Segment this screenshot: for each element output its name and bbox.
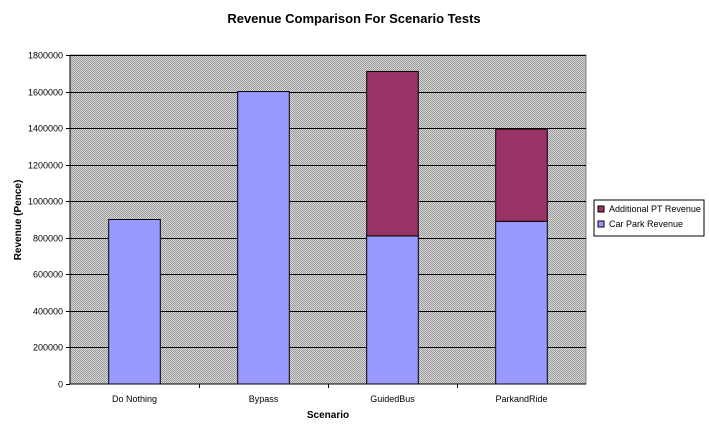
y-tick-label: 800000 (33, 234, 63, 244)
y-tick-label: 1000000 (28, 197, 63, 207)
y-axis-ticks: 0 200000 400000 600000 800000 1000000 1200000 1… (28, 51, 70, 390)
x-axis-title: Scenario (307, 410, 349, 421)
legend-swatch (597, 205, 605, 213)
bars (108, 70, 548, 385)
bar-car-park-parkandride (495, 220, 548, 385)
x-tick-label: Do Nothing (112, 394, 157, 404)
legend: Additional PT Revenue Car Park Revenue (593, 199, 705, 237)
y-tick-label: 1600000 (28, 88, 63, 98)
bar-car-park-guidedbus (366, 235, 419, 385)
x-tick-label: Bypass (249, 394, 279, 404)
bar-car-park-bypass (237, 91, 290, 385)
bar-additional-pt-guidedbus (366, 70, 419, 237)
bar-car-park-do-nothing (108, 219, 161, 385)
y-tick-label: 600000 (33, 270, 63, 280)
y-tick-label: 200000 (33, 343, 63, 353)
legend-swatch (597, 220, 605, 228)
x-axis-ticks: Do Nothing Bypass GuidedBus ParkandRide (112, 384, 548, 404)
bar-additional-pt-parkandride (495, 128, 548, 222)
y-tick-label: 1200000 (28, 161, 63, 171)
chart-title: Revenue Comparison For Scenario Tests (227, 11, 480, 26)
y-tick-label: 1400000 (28, 124, 63, 134)
y-tick-label: 1800000 (28, 51, 63, 61)
legend-label: Additional PT Revenue (609, 204, 701, 214)
y-axis-title: Revenue (Pence) (13, 180, 24, 261)
y-tick-label: 0 (58, 380, 63, 390)
x-tick-label: ParkandRide (495, 394, 547, 404)
legend-label: Car Park Revenue (609, 219, 683, 229)
legend-box (593, 199, 705, 237)
x-tick-label: GuidedBus (370, 394, 415, 404)
y-tick-label: 400000 (33, 307, 63, 317)
